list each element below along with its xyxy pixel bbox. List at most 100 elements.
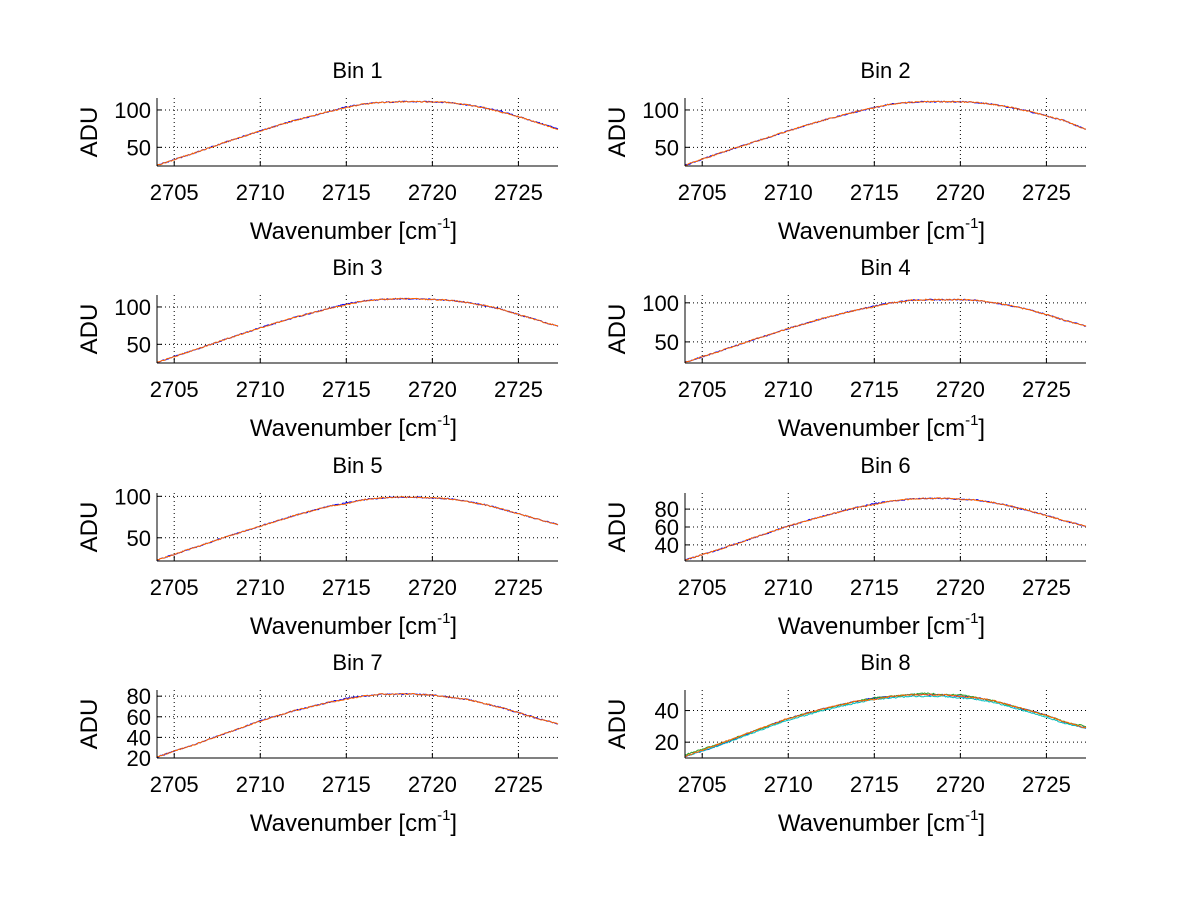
y-tick-label: 60 <box>655 515 679 540</box>
y-tick-label: 20 <box>127 746 151 771</box>
y-axis-label: ADU <box>604 699 631 750</box>
x-tick-label: 2715 <box>322 377 371 402</box>
y-tick-label: 50 <box>655 330 679 355</box>
subplot-bin-2: 2705 2710 2715 2720 2725 50 100 Bin 2 Wavenumber… <box>604 58 1087 245</box>
series-line <box>157 297 559 363</box>
y-tick-label: 50 <box>127 135 151 160</box>
series-line <box>684 693 1087 758</box>
subplot-title: Bin 6 <box>860 453 910 478</box>
x-axis-label: Wavenumber [cm-1] <box>778 215 985 245</box>
x-tick-label: 2710 <box>764 377 813 402</box>
plot-area <box>685 690 1086 758</box>
subplot-title: Bin 4 <box>860 255 910 280</box>
y-axis-label: ADU <box>76 699 103 750</box>
y-tick-label: 100 <box>114 98 151 123</box>
x-tick-label: 2705 <box>678 377 727 402</box>
plot-area <box>157 493 558 561</box>
x-axis-label-superscript: -1 <box>437 610 450 627</box>
x-tick-label: 2715 <box>322 180 371 205</box>
x-tick-label: 2710 <box>764 575 813 600</box>
subplot-bin-8: 2705 2710 2715 2720 2725 20 40 Bin 8 Wavenumber … <box>604 650 1087 837</box>
x-axis-label: Wavenumber [cm-1] <box>250 610 457 640</box>
x-tick-label: 2705 <box>678 772 727 797</box>
y-axis-label: ADU <box>76 107 103 158</box>
x-axis-label: Wavenumber [cm-1] <box>250 215 457 245</box>
plot-area <box>157 98 558 166</box>
x-tick-label: 2720 <box>936 575 985 600</box>
x-tick-label: 2725 <box>1022 772 1071 797</box>
y-tick-label: 40 <box>655 699 679 724</box>
y-tick-label: 80 <box>655 497 679 522</box>
plot-area <box>157 690 558 758</box>
x-tick-label: 2720 <box>408 377 457 402</box>
y-tick-label: 100 <box>642 291 679 316</box>
x-tick-label: 2705 <box>150 377 199 402</box>
x-tick-label: 2705 <box>678 575 727 600</box>
series-line <box>684 100 1087 166</box>
subplot-title: Bin 8 <box>860 650 910 675</box>
subplot-bin-5: 2705 2710 2715 2720 2725 50 100 Bin 5 Wavenumber… <box>76 453 559 640</box>
y-tick-label: 20 <box>655 730 679 755</box>
series-line <box>156 496 559 561</box>
y-axis-label: ADU <box>76 502 103 553</box>
plot-area <box>685 98 1086 166</box>
x-tick-label: 2710 <box>236 180 285 205</box>
x-axis-label-superscript: -1 <box>437 412 450 429</box>
x-tick-label: 2715 <box>850 575 899 600</box>
x-tick-label: 2715 <box>322 575 371 600</box>
x-tick-label: 2715 <box>322 772 371 797</box>
x-tick-label: 2720 <box>408 575 457 600</box>
series-line <box>684 100 1087 166</box>
x-tick-label: 2715 <box>850 772 899 797</box>
y-tick-label: 100 <box>114 295 151 320</box>
series-line <box>684 298 1087 363</box>
x-tick-label: 2720 <box>408 772 457 797</box>
x-tick-label: 2710 <box>236 575 285 600</box>
x-tick-label: 2710 <box>764 180 813 205</box>
x-axis-label: Wavenumber [cm-1] <box>250 412 457 442</box>
x-axis-label: Wavenumber [cm-1] <box>778 412 985 442</box>
y-axis-label: ADU <box>76 304 103 355</box>
x-tick-label: 2710 <box>236 772 285 797</box>
y-tick-label: 50 <box>655 135 679 160</box>
x-axis-label: Wavenumber [cm-1] <box>778 807 985 837</box>
x-tick-label: 2705 <box>150 180 199 205</box>
subplot-bin-1: 2705 2710 2715 2720 2725 50 100 Bin 1 Wavenumber… <box>76 58 559 245</box>
y-tick-label: 60 <box>127 705 151 730</box>
plot-area <box>685 295 1086 363</box>
x-tick-label: 2720 <box>936 772 985 797</box>
subplot-bin-3: 2705 2710 2715 2720 2725 50 100 Bin 3 Wavenumber… <box>76 255 559 442</box>
x-tick-label: 2720 <box>936 180 985 205</box>
y-axis-label: ADU <box>604 304 631 355</box>
subplot-title: Bin 3 <box>332 255 382 280</box>
y-tick-label: 40 <box>127 725 151 750</box>
subplot-bin-4: 2705 2710 2715 2720 2725 50 100 Bin 4 Wavenumber… <box>604 255 1087 442</box>
y-tick-label: 100 <box>642 98 679 123</box>
subplot-title: Bin 5 <box>332 453 382 478</box>
x-axis-label-superscript: -1 <box>965 807 978 824</box>
x-tick-label: 2715 <box>850 377 899 402</box>
subplot-title: Bin 2 <box>860 58 910 83</box>
x-axis-label-superscript: -1 <box>965 412 978 429</box>
x-axis-label-superscript: -1 <box>965 610 978 627</box>
x-tick-label: 2715 <box>850 180 899 205</box>
x-tick-label: 2705 <box>150 772 199 797</box>
y-tick-label: 80 <box>127 684 151 709</box>
x-tick-label: 2720 <box>936 377 985 402</box>
x-tick-label: 2705 <box>678 180 727 205</box>
y-axis-label: ADU <box>604 502 631 553</box>
series-line <box>156 100 559 166</box>
x-axis-label-superscript: -1 <box>437 215 450 232</box>
x-tick-label: 2725 <box>1022 377 1071 402</box>
x-tick-label: 2725 <box>494 377 543 402</box>
y-tick-label: 40 <box>655 533 679 558</box>
y-tick-label: 50 <box>127 526 151 551</box>
x-axis-label-superscript: -1 <box>437 807 450 824</box>
x-tick-label: 2725 <box>494 575 543 600</box>
x-axis-label: Wavenumber [cm-1] <box>778 610 985 640</box>
series-line <box>685 497 1087 561</box>
y-tick-label: 100 <box>114 484 151 509</box>
